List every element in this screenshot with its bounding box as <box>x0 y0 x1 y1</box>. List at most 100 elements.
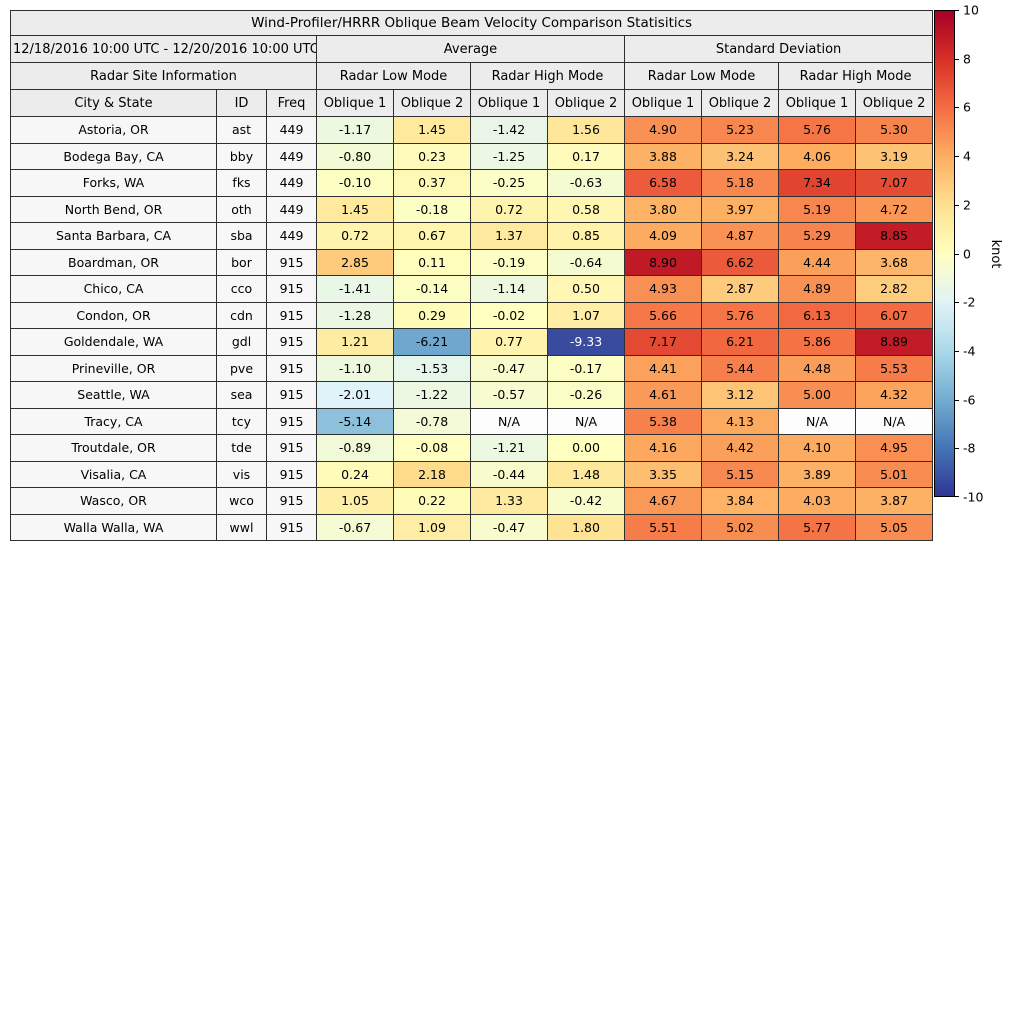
cell-value: 1.09 <box>393 513 471 541</box>
cell-value: -1.42 <box>470 116 548 144</box>
cell-value: -6.21 <box>393 328 471 356</box>
cell-value: N/A <box>778 407 856 435</box>
cell-value: 5.51 <box>624 513 702 541</box>
cell-id: cco <box>216 275 267 303</box>
cell-city: Astoria, OR <box>10 116 217 144</box>
cell-value: 1.21 <box>316 328 394 356</box>
cell-value: -1.28 <box>316 301 394 329</box>
cell-value: -5.14 <box>316 407 394 435</box>
cell-value: 2.87 <box>701 275 779 303</box>
cell-value: 4.13 <box>701 407 779 435</box>
cell-id: cdn <box>216 301 267 329</box>
colorbar-tick-mark <box>955 302 959 304</box>
cell-value: 5.00 <box>778 381 856 409</box>
cell-value: 5.29 <box>778 222 856 250</box>
cell-city: Visalia, CA <box>10 460 217 488</box>
table-row: Santa Barbara, CA sba 449 0.72 0.67 1.37 0.85 4… <box>10 222 934 250</box>
cell-value: 5.66 <box>624 301 702 329</box>
cell-city: Seattle, WA <box>10 381 217 409</box>
cell-value: -0.02 <box>470 301 548 329</box>
colorbar-tick-mark <box>955 350 959 352</box>
colorbar-tick-label: 2 <box>963 197 971 213</box>
cell-value: 4.32 <box>854 381 934 409</box>
cell-value: 0.23 <box>393 142 471 170</box>
cell-value: 4.90 <box>624 116 702 144</box>
cell-value: 1.33 <box>470 487 548 515</box>
table-row: Goldendale, WA gdl 915 1.21 -6.21 0.77 -9.33 7.… <box>10 328 934 356</box>
col-freq: Freq <box>266 89 317 117</box>
cell-value: -0.64 <box>547 248 625 276</box>
table-row: Boardman, OR bor 915 2.85 0.11 -0.19 -0.64 8.90… <box>10 248 934 276</box>
cell-value: 1.80 <box>547 513 625 541</box>
title-row: Wind-Profiler/HRRR Oblique Beam Velocity… <box>9 10 934 36</box>
cell-value: 0.72 <box>470 195 548 223</box>
cell-value: 2.18 <box>393 460 471 488</box>
cell-value: -0.17 <box>547 354 625 382</box>
cell-value: -0.25 <box>470 169 548 197</box>
cell-value: 3.35 <box>624 460 702 488</box>
group-average-header: Average <box>316 35 625 63</box>
cell-value: 0.50 <box>547 275 625 303</box>
cell-value: 7.34 <box>778 169 856 197</box>
cell-value: -9.33 <box>547 328 625 356</box>
cell-freq: 449 <box>266 222 317 250</box>
cell-value: 1.37 <box>470 222 548 250</box>
cell-value: 4.03 <box>778 487 856 515</box>
col-std-high-oblique1: Oblique 1 <box>778 89 856 117</box>
cell-value: 8.89 <box>854 328 934 356</box>
cell-value: 3.68 <box>854 248 934 276</box>
cell-value: -0.57 <box>470 381 548 409</box>
cell-value: 5.86 <box>778 328 856 356</box>
cell-value: 4.48 <box>778 354 856 382</box>
avg-low-mode-header: Radar Low Mode <box>316 62 471 90</box>
cell-freq: 915 <box>266 460 317 488</box>
date-range: 12/18/2016 10:00 UTC - 12/20/2016 10:00 … <box>10 35 317 63</box>
cell-value: 4.87 <box>701 222 779 250</box>
table-row: Wasco, OR wco 915 1.05 0.22 1.33 -0.42 4.67 3.84… <box>10 487 934 515</box>
cell-id: tcy <box>216 407 267 435</box>
cell-value: N/A <box>470 407 548 435</box>
cell-value: -0.63 <box>547 169 625 197</box>
cell-freq: 915 <box>266 275 317 303</box>
cell-value: -1.22 <box>393 381 471 409</box>
cell-freq: 915 <box>266 248 317 276</box>
cell-value: -1.21 <box>470 434 548 462</box>
table-row: Visalia, CA vis 915 0.24 2.18 -0.44 1.48 3.35 5.… <box>10 460 934 488</box>
cell-city: Wasco, OR <box>10 487 217 515</box>
table-row: Bodega Bay, CA bby 449 -0.80 0.23 -1.25 0.17 3.… <box>10 142 934 170</box>
colorbar-tick-label: 0 <box>963 246 971 261</box>
cell-value: 1.07 <box>547 301 625 329</box>
group-stddev-header: Standard Deviation <box>623 35 934 63</box>
table-row: Walla Walla, WA wwl 915 -0.67 1.09 -0.47 1.80 5… <box>10 513 934 541</box>
cell-value: 1.45 <box>393 116 471 144</box>
col-avg-low-oblique2: Oblique 2 <box>393 89 471 117</box>
cell-value: 1.48 <box>547 460 625 488</box>
cell-value: 1.05 <box>316 487 394 515</box>
cell-freq: 915 <box>266 301 317 329</box>
cell-id: vis <box>216 460 267 488</box>
cell-value: 3.80 <box>624 195 702 223</box>
cell-id: oth <box>216 195 267 223</box>
table-row: Chico, CA cco 915 -1.41 -0.14 -1.14 0.50 4.93 2.… <box>10 275 934 303</box>
cell-value: 4.44 <box>778 248 856 276</box>
cell-value: 3.87 <box>854 487 934 515</box>
cell-value: -0.26 <box>547 381 625 409</box>
colorbar-tick-mark <box>955 204 959 206</box>
cell-value: 7.17 <box>624 328 702 356</box>
cell-freq: 449 <box>266 116 317 144</box>
cell-value: 5.53 <box>854 354 934 382</box>
cell-value: -0.44 <box>470 460 548 488</box>
cell-value: 5.15 <box>701 460 779 488</box>
cell-freq: 915 <box>266 407 317 435</box>
cell-value: 4.10 <box>778 434 856 462</box>
table-row: Prineville, OR pve 915 -1.10 -1.53 -0.47 -0.17… <box>10 354 934 382</box>
cell-value: 3.89 <box>778 460 856 488</box>
cell-value: 3.12 <box>701 381 779 409</box>
colorbar-tick-mark <box>955 107 959 109</box>
group-header-row: 12/18/2016 10:00 UTC - 12/20/2016 10:00 … <box>10 35 934 63</box>
cell-value: 3.84 <box>701 487 779 515</box>
cell-freq: 915 <box>266 381 317 409</box>
cell-value: 4.95 <box>854 434 934 462</box>
cell-value: 5.77 <box>778 513 856 541</box>
cell-value: -1.41 <box>316 275 394 303</box>
